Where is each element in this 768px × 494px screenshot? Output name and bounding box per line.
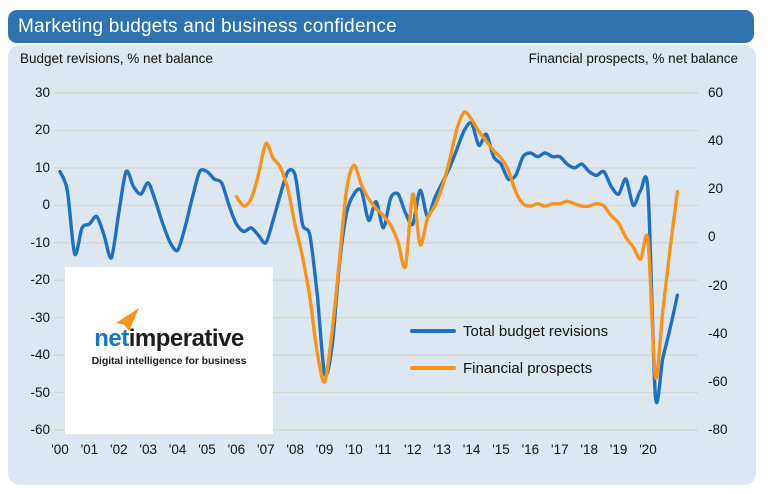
logo-wordmark: netimperative [65,327,273,351]
chart-title-bar: Marketing budgets and business confidenc… [8,10,754,43]
right-tick-label: -80 [708,422,728,437]
legend-item-budget-revisions: Total budget revisions [410,320,608,342]
right-tick-label: -60 [708,373,728,389]
logo-arrow-icon [116,308,139,331]
x-tick-label: '20 [639,442,657,457]
right-tick-label: -20 [708,277,728,293]
x-tick-label: '17 [551,442,569,457]
logo-box: netimperative Digital intelligence for b… [65,267,273,434]
x-tick-label: '08 [286,442,304,457]
legend-label-budget-revisions: Total budget revisions [463,322,609,340]
right-axis-title: Financial prospects, % net balance [528,51,738,66]
logo-word-imperative: imperative [128,325,245,352]
left-tick-label: 0 [42,197,50,213]
series-line-budget-revisions [58,120,680,405]
legend-swatch-financial-prospects [410,366,456,370]
left-tick-label: -40 [30,347,50,363]
x-tick-label: '09 [315,442,334,457]
left-tick-label: -30 [30,309,50,325]
right-tick-label: 60 [708,85,724,100]
x-tick-label: '14 [462,442,481,457]
legend-label-financial-prospects: Financial prospects [463,359,593,377]
x-tick-label: '03 [139,442,157,457]
x-tick-label: '11 [375,442,392,457]
right-tick-label: 0 [708,229,716,245]
left-tick-label: -60 [30,422,50,437]
chart-legend: Total budget revisions Financial prospec… [410,320,608,394]
right-tick-label: -40 [708,325,728,341]
chart-title: Marketing budgets and business confidenc… [18,15,397,37]
left-tick-label: 10 [34,159,50,175]
left-tick-label: -50 [30,384,50,400]
x-tick-label: '04 [168,442,187,457]
legend-swatch-budget-revisions [410,329,456,333]
left-tick-label: -20 [30,272,50,288]
x-tick-label: '12 [404,442,422,457]
left-axis-title: Budget revisions, % net balance [20,51,213,66]
logo-word-net: net [94,325,129,352]
legend-item-financial-prospects: Financial prospects [410,357,608,379]
left-tick-label: 20 [34,122,50,138]
x-tick-label: '07 [257,442,275,457]
left-tick-label: -10 [30,234,50,250]
x-tick-label: '00 [51,442,69,457]
left-tick-label: 30 [34,85,50,100]
x-tick-label: '02 [110,442,128,457]
series-line-financial-prospects [234,110,680,384]
right-tick-label: 20 [708,181,724,197]
x-tick-label: '05 [198,442,216,457]
x-tick-label: '06 [227,442,246,457]
x-tick-label: '01 [80,442,99,457]
x-tick-label: '10 [345,442,363,457]
right-tick-label: 40 [708,133,724,149]
x-tick-label: '13 [433,442,451,457]
x-tick-label: '16 [521,442,540,457]
x-tick-label: '19 [609,442,628,457]
x-tick-label: '18 [580,442,598,457]
logo-tagline: Digital intelligence for business [91,355,247,367]
x-tick-label: '15 [492,442,510,457]
